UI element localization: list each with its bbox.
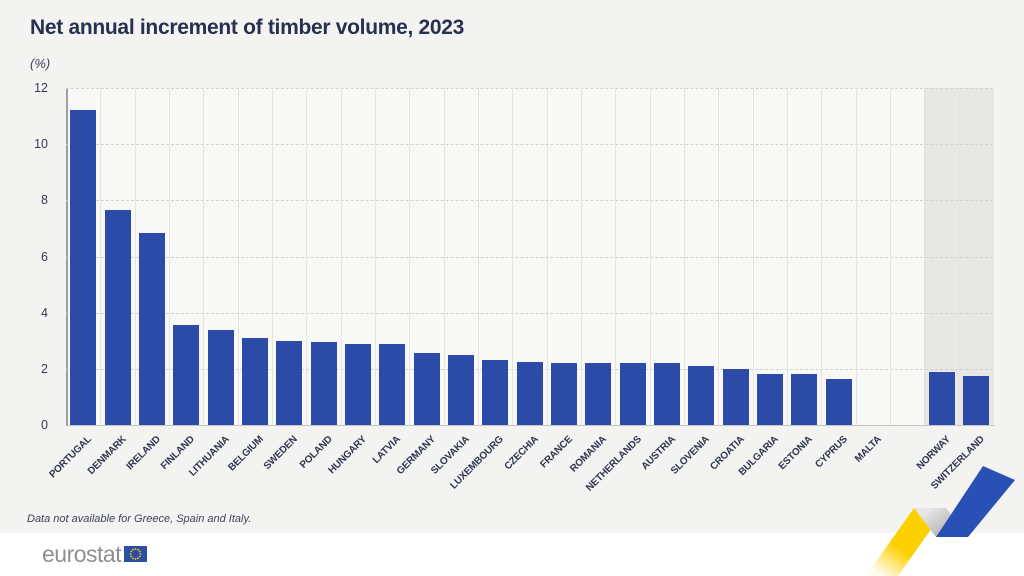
column-separator xyxy=(821,88,823,425)
column-separator xyxy=(752,88,754,425)
column-separator xyxy=(787,88,788,425)
bar-lithuania xyxy=(207,329,234,425)
bar-denmark xyxy=(104,210,131,425)
column-separator xyxy=(615,88,617,425)
column-separator xyxy=(443,88,445,425)
gridline xyxy=(66,256,993,258)
column-separator xyxy=(272,88,273,425)
column-separator xyxy=(340,88,342,425)
ribbon-decoration xyxy=(866,466,1015,576)
bar-norway xyxy=(928,371,955,425)
bar-belgium xyxy=(241,337,268,425)
chart-title: Net annual increment of timber volume, 2… xyxy=(30,16,465,39)
column-separator xyxy=(306,88,308,425)
y-axis-tick-label: 0 xyxy=(41,418,48,432)
column-separator xyxy=(203,88,205,425)
bar-slovakia xyxy=(447,354,474,425)
column-separator xyxy=(684,88,685,425)
column-separator xyxy=(237,88,239,425)
column-separator xyxy=(100,88,102,425)
column-separator xyxy=(890,88,891,425)
gridline xyxy=(66,312,993,314)
bar-cyprus xyxy=(825,378,852,425)
column-separator xyxy=(581,88,582,425)
column-separator xyxy=(958,88,960,425)
bar-switzerland xyxy=(962,375,989,425)
column-separator xyxy=(478,88,479,425)
y-axis-tick-label: 6 xyxy=(41,249,48,264)
column-separator xyxy=(546,88,548,425)
y-axis-tick-label: 12 xyxy=(34,81,48,95)
y-axis-tick-label: 8 xyxy=(41,193,48,208)
eurostat-logo: eurostat xyxy=(42,541,148,567)
eurostat-logo-text: eurostat xyxy=(42,541,122,567)
footer-bar: eurostat xyxy=(0,533,1024,576)
eu-flag-icon xyxy=(124,546,148,562)
column-separator xyxy=(924,88,926,425)
y-axis-tick-label: 2 xyxy=(41,361,48,376)
column-separator xyxy=(993,88,994,425)
bar-sweden xyxy=(276,340,303,425)
column-separator xyxy=(169,88,170,425)
y-axis-tick-label: 4 xyxy=(41,305,48,320)
bar-czechia xyxy=(516,361,543,425)
bar-finland xyxy=(173,325,200,425)
bar-france xyxy=(550,363,577,425)
gridline xyxy=(66,200,993,202)
bar-slovenia xyxy=(688,366,715,425)
gridline xyxy=(66,88,993,89)
column-separator xyxy=(134,88,136,425)
bar-hungary xyxy=(344,343,371,425)
bar-portugal xyxy=(70,110,97,425)
footnote: Data not available for Greece, Spain and… xyxy=(27,513,252,525)
bar-poland xyxy=(310,342,337,425)
bar-estonia xyxy=(791,374,818,425)
bar-austria xyxy=(653,363,680,425)
chart-unit-label: (%) xyxy=(30,56,51,71)
bar-luxembourg xyxy=(482,360,509,425)
gridline xyxy=(66,144,993,146)
column-separator xyxy=(375,88,376,425)
bar-germany xyxy=(413,353,440,425)
column-separator xyxy=(512,88,514,425)
bar-netherlands xyxy=(619,363,646,425)
column-separator xyxy=(855,88,857,425)
bar-bulgaria xyxy=(756,374,783,425)
y-axis-tick-label: 10 xyxy=(34,137,48,152)
bar-ireland xyxy=(138,232,165,425)
bar-croatia xyxy=(722,368,749,425)
column-separator xyxy=(409,88,411,425)
column-separator xyxy=(718,88,720,425)
column-separator xyxy=(649,88,651,425)
bar-romania xyxy=(585,363,612,425)
bar-latvia xyxy=(379,343,406,425)
